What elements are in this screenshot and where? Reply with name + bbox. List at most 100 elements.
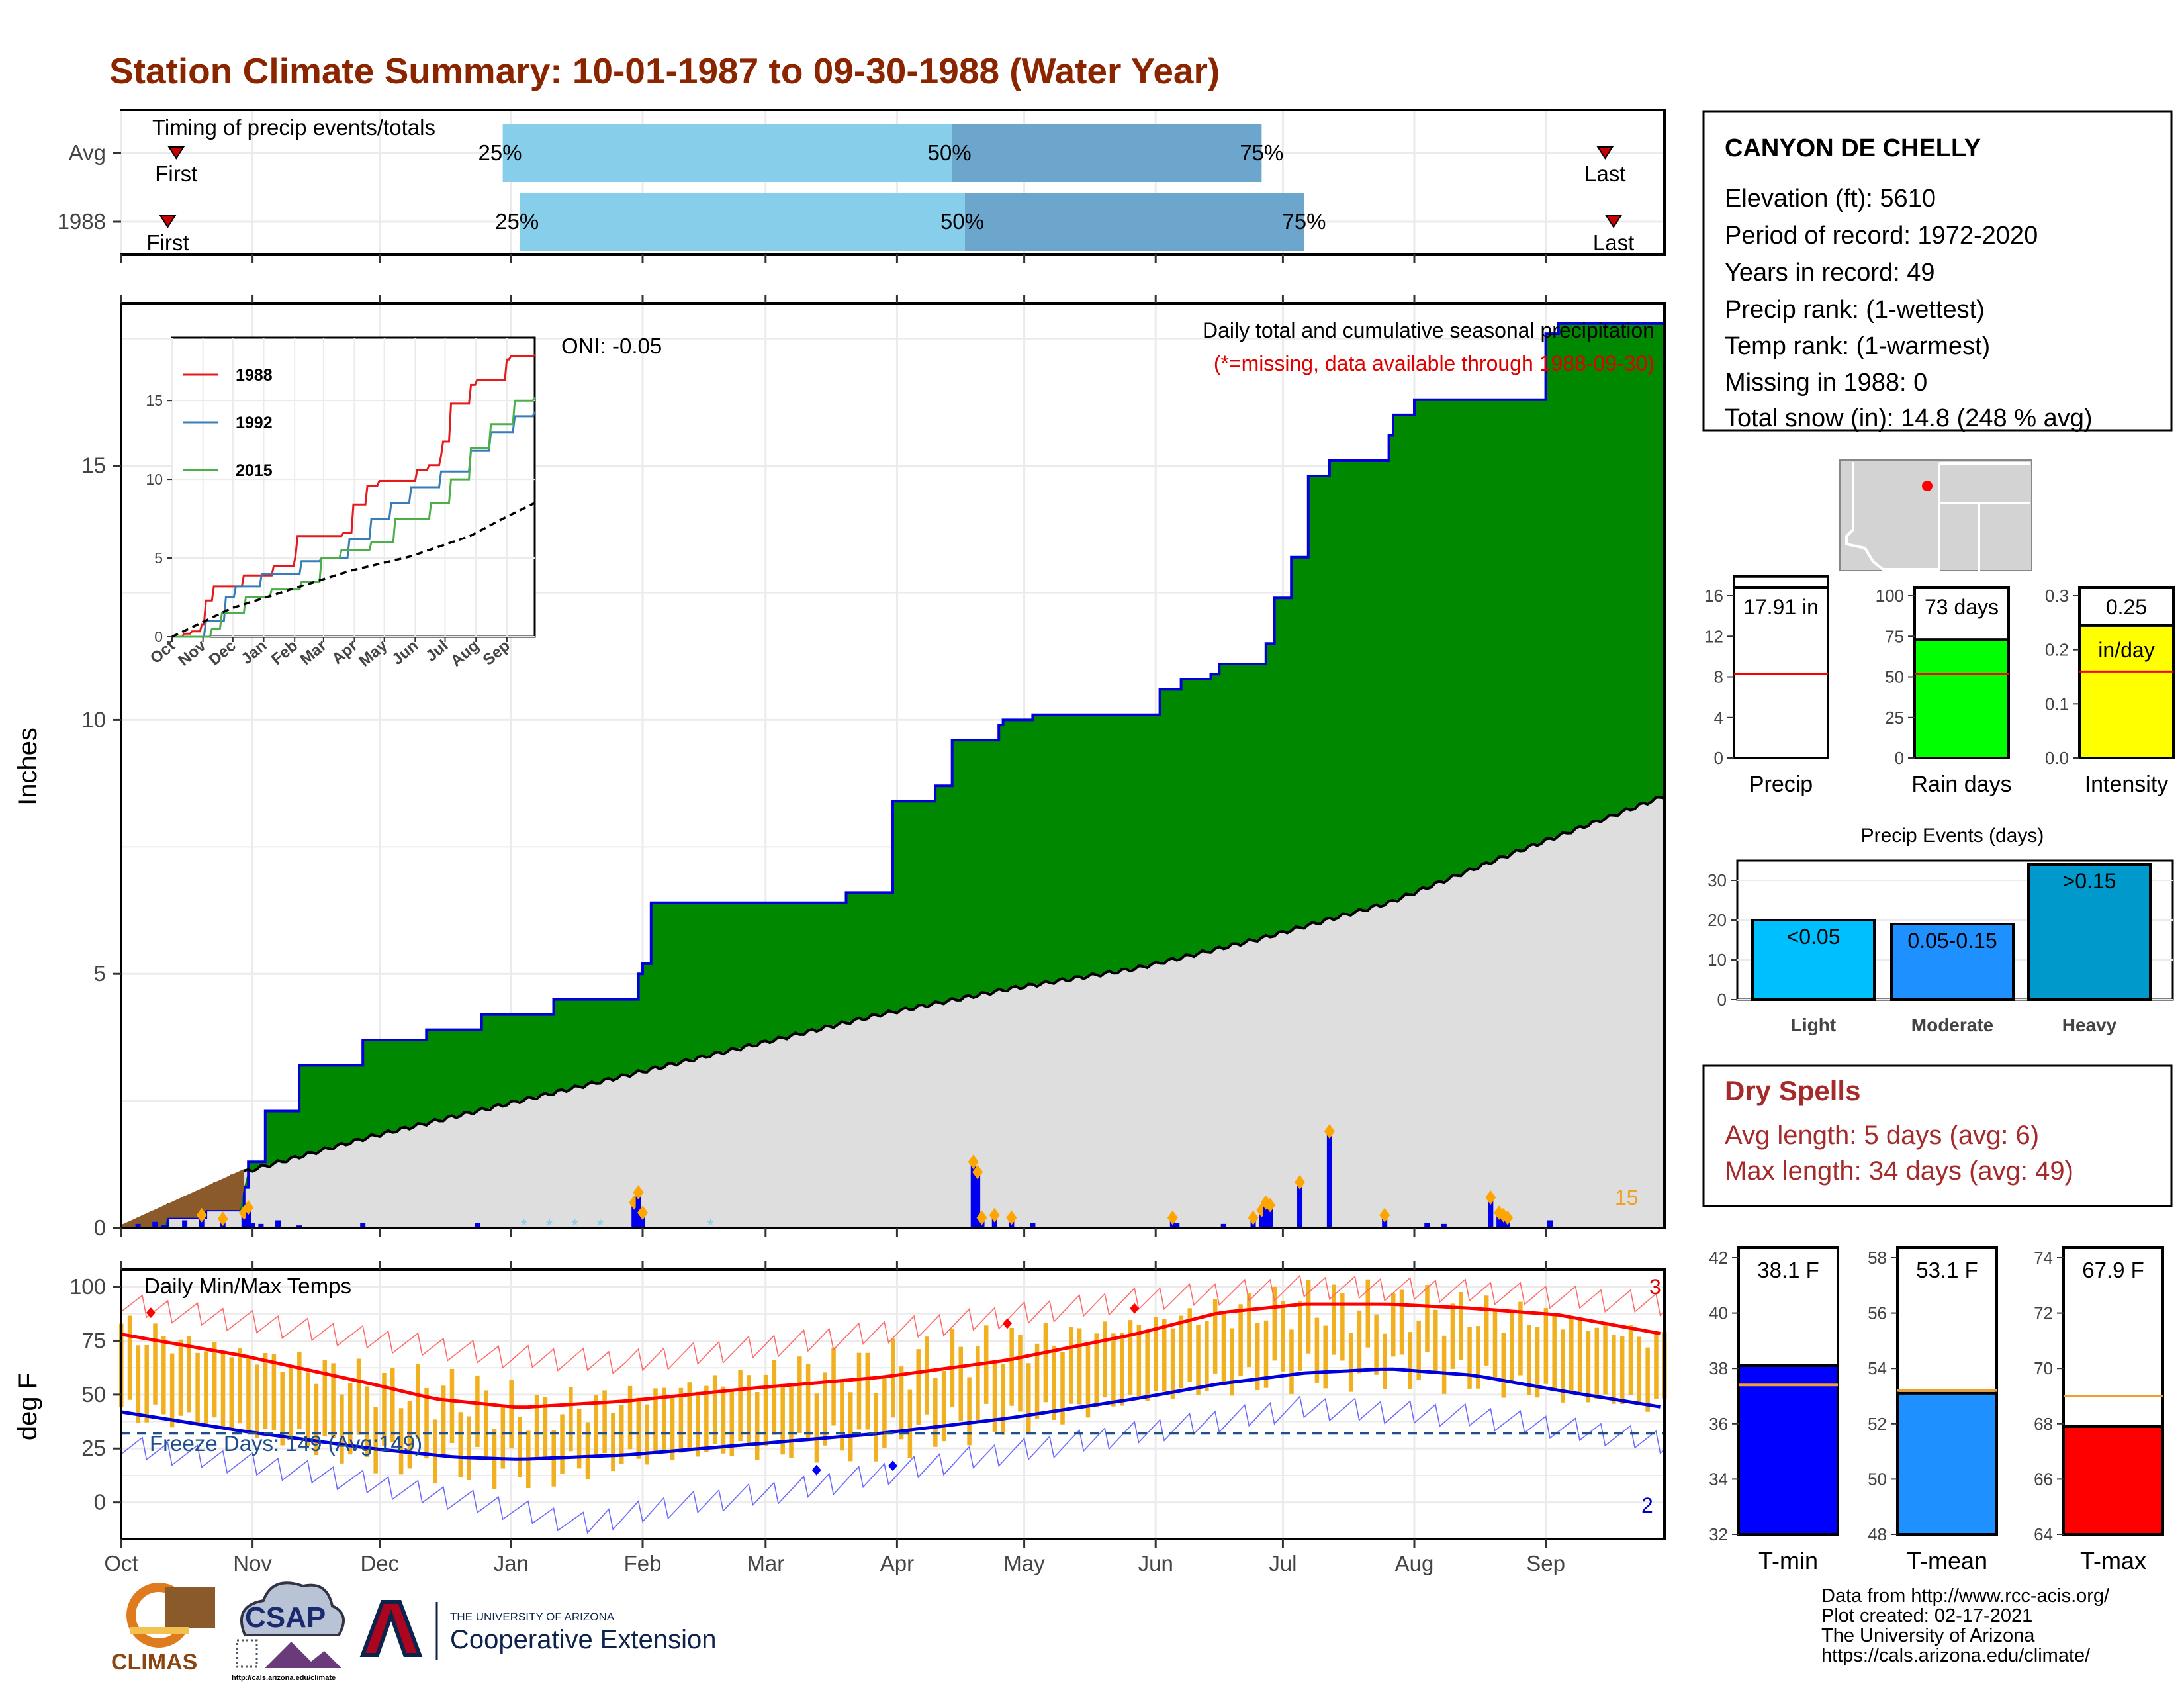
month-label: Dec <box>360 1551 399 1575</box>
temp-range-bar <box>967 1377 972 1446</box>
temp-range-bar <box>1348 1333 1353 1392</box>
temp-range-bar <box>543 1397 548 1461</box>
inset-legend-label: 2015 <box>236 461 273 480</box>
heavy-event-marker <box>1167 1210 1178 1225</box>
month-label: Sep <box>1526 1551 1565 1575</box>
daily-precip-bar <box>182 1220 188 1228</box>
snow-marker: * <box>546 1215 553 1235</box>
daily-precip-bar <box>1488 1197 1494 1228</box>
temp-range-bar <box>1187 1308 1192 1382</box>
ua-block-a <box>359 1600 423 1657</box>
temp-range-bar <box>1535 1327 1540 1398</box>
heavy-event-marker <box>1248 1210 1259 1225</box>
temp-range-bar <box>1492 1309 1498 1378</box>
temp-range-bar <box>1145 1329 1150 1402</box>
daily-precip-bar <box>1496 1212 1502 1228</box>
daily-precip-bar <box>360 1223 366 1228</box>
month-label: Nov <box>233 1551 272 1575</box>
map-background <box>1839 459 2032 571</box>
temp-range-bar <box>1654 1331 1659 1399</box>
precip-event-category: Light <box>1791 1015 1836 1035</box>
temp-ytick-label: 100 <box>69 1274 106 1299</box>
temp-range-bar <box>534 1394 539 1459</box>
timing-label-75: 75% <box>1282 209 1326 234</box>
station-snow: Total snow (in): 14.8 (248 % avg) <box>1725 404 2093 432</box>
heavy-event-marker <box>989 1207 1000 1223</box>
heavy-event-marker <box>1295 1174 1306 1190</box>
temp-range-bar <box>1289 1329 1294 1394</box>
temp-range-bar <box>289 1365 293 1440</box>
temp-range-bar <box>229 1357 234 1430</box>
inset-ytick-label: 0 <box>154 628 163 645</box>
temp-range-bar <box>1136 1325 1142 1399</box>
temp-range-bar <box>1323 1325 1328 1389</box>
month-label: Jul <box>1269 1551 1297 1575</box>
temp-ytick-label: 25 <box>81 1436 106 1460</box>
timing-bars: 25% 50% 75% First Last 25% 50% 75% First Last <box>146 124 1634 255</box>
temp-summary-ytick-label: 38 <box>1709 1358 1728 1378</box>
temp-range-bar <box>255 1364 259 1438</box>
precip-event-bar <box>1751 919 1876 1001</box>
temp-summary-frame <box>1737 1246 1839 1536</box>
daily-precip-bar <box>1174 1223 1180 1228</box>
temp-range-bar <box>780 1383 785 1455</box>
precip-event-category: Heavy <box>2062 1015 2117 1035</box>
precip-corner-count: 15 <box>1615 1186 1639 1209</box>
temp-range-bar <box>475 1375 480 1447</box>
temp-range-bar <box>983 1325 989 1404</box>
inset-series-lines <box>171 353 536 638</box>
map-state-borders <box>1845 462 2030 571</box>
summary-bar-1 <box>1913 638 2010 760</box>
temp-summary-ytick-label: 34 <box>1709 1469 1728 1489</box>
temp-range-bar <box>1314 1317 1320 1383</box>
temp-range-bar <box>1247 1293 1251 1368</box>
inset-series-line-1988 <box>172 353 535 638</box>
temp-range-bar <box>1205 1321 1209 1391</box>
temp-range-bar <box>1111 1333 1116 1407</box>
month-label: May <box>1003 1551 1045 1575</box>
daily-precip-bar <box>640 1212 646 1228</box>
summary-bar-ytick-label: 16 <box>1704 586 1723 606</box>
precip-panel: * * * * * 0 5 10 15 Inches Daily total and cumu… <box>13 295 1666 1240</box>
temp-range-bar <box>1543 1308 1549 1384</box>
daily-precip-bar <box>258 1223 264 1228</box>
month-x-axis: Oct Nov Dec Jan Feb Mar Apr May Jun Jul Aug Sep <box>104 1261 1565 1575</box>
temp-range-bar <box>1085 1345 1091 1418</box>
temp-ytick-label: 75 <box>81 1328 106 1352</box>
temp-summary-ytick-label: 36 <box>1709 1414 1728 1434</box>
precip-y-label: Inches <box>13 727 42 806</box>
temp-summary-bar-1 <box>1896 1391 1998 1536</box>
record-min-line <box>120 1395 1665 1534</box>
dry-spells-frame <box>1702 1064 2173 1207</box>
ua-big-text: Cooperative Extension <box>450 1625 716 1654</box>
station-box-frame <box>1702 110 2173 432</box>
temp-range-bar <box>1459 1291 1463 1360</box>
daily-precip-bar <box>970 1162 976 1228</box>
summary-bar-value: 0.25 <box>2106 595 2147 619</box>
timing-bar-q25-q50 <box>502 124 952 182</box>
temp-range-bar <box>653 1388 658 1452</box>
climas-logo-text: CLIMAS <box>111 1650 197 1675</box>
timing-bar-q50-q75 <box>964 193 1304 251</box>
average-cumulative-line <box>120 796 1665 1228</box>
temp-range-bar <box>636 1397 641 1459</box>
cumulative-1988-area <box>121 318 1664 1228</box>
timing-panel: 25% 50% 75% First Last 25% 50% 75% First Last Tim… <box>58 109 1666 263</box>
temp-y-label: deg F <box>13 1373 42 1440</box>
temp-range-bar <box>169 1353 175 1428</box>
temp-summary-ytick-label: 56 <box>1868 1303 1887 1323</box>
temp-range-bar <box>925 1336 929 1415</box>
temp-range-bar <box>891 1338 895 1418</box>
temp-range-bar <box>1255 1323 1260 1391</box>
temp-range-bar <box>1077 1328 1082 1405</box>
month-label: Aug <box>1395 1551 1434 1575</box>
temp-range-bar <box>856 1352 862 1430</box>
temp-record-marker <box>1130 1303 1140 1314</box>
temp-chart-title: Daily Min/Max Temps <box>144 1274 351 1298</box>
temp-range-bar <box>585 1422 590 1479</box>
temp-summary-bar-0 <box>1737 1364 1839 1536</box>
page-title: Station Climate Summary: 10-01-1987 to 0… <box>109 50 1220 91</box>
temp-range-bar <box>1298 1301 1302 1371</box>
timing-label-50: 50% <box>940 209 984 234</box>
temp-range-bar <box>1594 1327 1599 1399</box>
